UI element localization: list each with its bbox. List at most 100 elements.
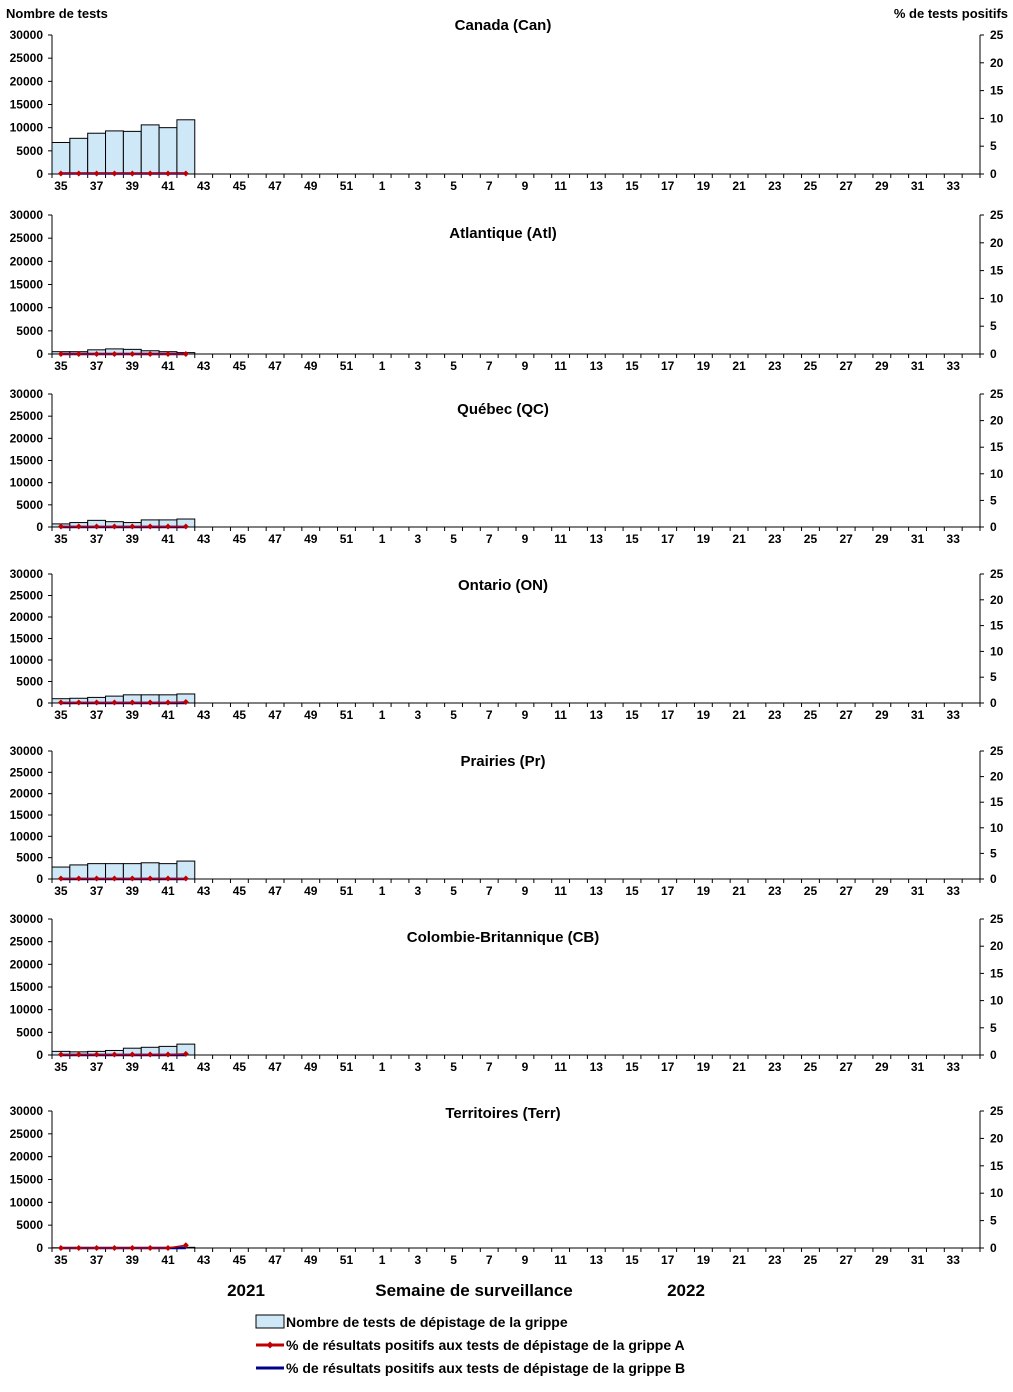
y2-tick-label: 20 [990,939,1004,953]
y-tick-label: 25000 [10,231,44,245]
x-tick-label: 31 [911,1253,925,1267]
x-tick-label: 19 [697,532,711,546]
x-tick-label: 25 [804,532,818,546]
y2-tick-label: 0 [990,1241,997,1255]
flu-a-point [129,351,136,357]
x-tick-label: 29 [875,1060,889,1074]
y2-tick-label: 0 [990,520,997,534]
flu-a-point [129,699,136,706]
x-tick-label: 41 [161,1253,175,1267]
x-tick-label: 47 [268,708,282,722]
x-tick-label: 9 [522,708,529,722]
y2-tick-label: 10 [990,291,1004,305]
flu-a-point [165,1245,171,1251]
x-tick-label: 5 [450,1253,457,1267]
flu-a-point [129,523,136,530]
flu-a-point [111,170,118,177]
flu-a-point [75,1245,82,1251]
x-tick-label: 9 [522,1253,529,1267]
x-tick-label: 11 [554,359,567,373]
legend-flu-a-label: % de résultats positifs aux tests de dép… [286,1337,685,1353]
y2-tick-label: 0 [990,347,997,361]
x-tick-label: 45 [233,179,247,193]
x-tick-label: 21 [732,1253,746,1267]
x-tick-label: 21 [732,884,746,898]
flu-a-point [165,170,171,177]
x-tick-label: 7 [486,179,493,193]
y-tick-label: 20000 [10,1150,44,1164]
x-tick-label: 27 [839,179,853,193]
flu-a-point [147,1051,154,1058]
x-tick-label: 15 [625,1060,639,1074]
flu-a-point [75,1051,82,1058]
x-tick-label: 37 [90,884,104,898]
x-tick-label: 51 [340,1060,354,1074]
chart-panels: Canada (Can)0500010000150002000025000300… [10,17,1004,1267]
x-tick-label: 23 [768,884,782,898]
x-tick-label: 31 [911,179,925,193]
x-tick-label: 3 [415,179,422,193]
flu-a-point [182,698,189,705]
x-tick-label: 1 [379,359,386,373]
x-tick-label: 51 [340,532,354,546]
flu-a-point [93,1245,100,1251]
flu-a-point [129,1051,136,1058]
x-tick-label: 3 [415,708,422,722]
panel-0: Canada (Can) 0 5000 10000 15000 20000 25000 300… [10,17,1004,193]
panel-4: Prairies (Pr)050001000015000200002500030… [10,744,1004,898]
y-tick-label: 25000 [10,409,44,423]
bar-week-39 [122,130,142,175]
flu-a-point [57,699,64,706]
x-tick-label: 31 [911,532,925,546]
x-tick-label: 29 [875,179,889,193]
x-tick-label: 23 [768,1253,782,1267]
y2-tick-label: 20 [990,1131,1004,1145]
x-tick-label: 5 [450,884,457,898]
x-tick-label: 9 [522,1060,529,1074]
flu-a-point [129,1245,136,1251]
x-tick-label: 43 [197,708,211,722]
flu-a-point [111,875,118,882]
y2-tick-label: 5 [990,846,997,860]
y2-tick-label: 20 [990,236,1004,250]
y-tick-label: 20000 [10,957,44,971]
x-tick-label: 41 [161,359,175,373]
y-tick-label: 15000 [10,98,44,112]
x-tick-label: 47 [268,1060,282,1074]
x-tick-label: 15 [625,1253,639,1267]
panel-title: Québec (QC) [457,401,549,418]
y-tick-label: 25000 [10,935,44,949]
x-tick-label: 49 [304,179,318,193]
x-tick-label: 21 [732,532,746,546]
x-tick-label: 25 [804,1060,818,1074]
x-tick-label: 41 [161,884,175,898]
y2-tick-label: 25 [990,387,1004,401]
y-tick-label: 10000 [10,1195,44,1209]
bar-week-36 [69,137,89,175]
x-tick-label: 17 [661,179,675,193]
flu-a-point [57,351,64,357]
x-tick-label: 27 [839,359,853,373]
x-tick-label: 27 [839,1060,853,1074]
x-tick-label: 49 [304,708,318,722]
x-tick-label: 35 [54,884,68,898]
x-tick-label: 47 [268,884,282,898]
x-tick-label: 15 [625,179,639,193]
y-tick-label: 0 [36,1241,43,1255]
y-tick-label: 5000 [16,675,43,689]
x-tick-label: 37 [90,708,104,722]
flu-a-point [57,1051,64,1058]
x-tick-label: 19 [697,708,711,722]
x-tick-label: 45 [233,884,247,898]
y2-tick-label: 5 [990,1214,997,1228]
flu-a-point [111,699,118,706]
x-tick-label: 23 [768,708,782,722]
x-tick-label: 47 [268,532,282,546]
x-tick-label: 45 [233,1253,247,1267]
x-tick-label: 25 [804,708,818,722]
y-tick-label: 10000 [10,301,44,315]
x-tick-label: 33 [947,359,961,373]
x-tick-label: 49 [304,359,318,373]
y2-tick-label: 0 [990,872,997,886]
y-tick-label: 5000 [16,851,43,865]
